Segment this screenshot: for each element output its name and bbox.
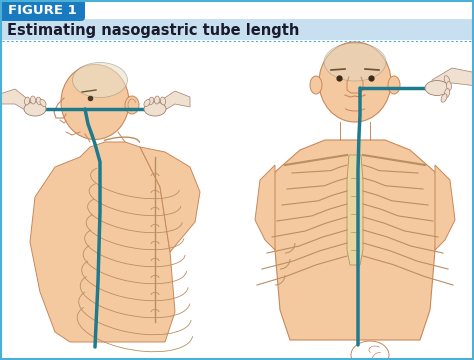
Ellipse shape [388,76,400,94]
Ellipse shape [24,102,46,116]
Polygon shape [347,155,363,265]
Ellipse shape [148,97,154,105]
Polygon shape [432,68,474,93]
Ellipse shape [324,43,386,81]
Ellipse shape [125,96,139,114]
Polygon shape [160,91,190,113]
Ellipse shape [160,97,165,105]
Polygon shape [255,165,275,250]
FancyBboxPatch shape [1,19,473,40]
Ellipse shape [25,97,29,105]
Ellipse shape [73,63,128,98]
Ellipse shape [30,96,36,104]
Ellipse shape [310,76,322,94]
Polygon shape [140,147,200,252]
Ellipse shape [61,64,129,139]
Ellipse shape [40,99,46,107]
Ellipse shape [144,99,150,107]
Polygon shape [0,89,30,113]
Polygon shape [30,142,175,342]
Ellipse shape [447,81,452,90]
Text: FIGURE 1: FIGURE 1 [8,4,77,17]
Ellipse shape [36,97,42,105]
Ellipse shape [444,76,450,84]
Text: Estimating nasogastric tube length: Estimating nasogastric tube length [7,22,300,37]
Ellipse shape [445,89,449,98]
Ellipse shape [319,42,391,122]
Polygon shape [270,140,440,340]
Ellipse shape [144,102,166,116]
Polygon shape [435,165,455,250]
Ellipse shape [441,94,447,102]
FancyBboxPatch shape [0,0,85,21]
Ellipse shape [425,81,449,95]
Ellipse shape [155,96,160,104]
Ellipse shape [351,341,389,360]
